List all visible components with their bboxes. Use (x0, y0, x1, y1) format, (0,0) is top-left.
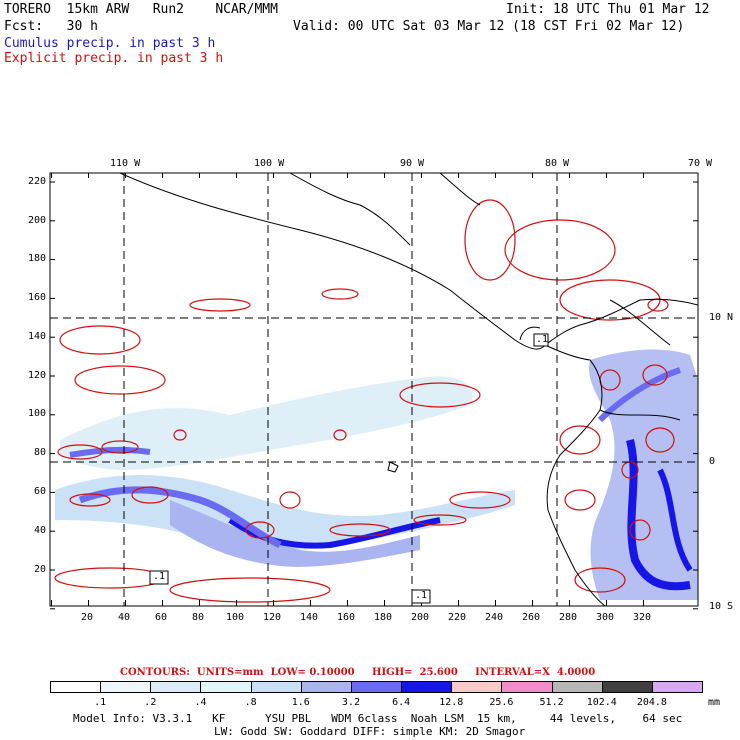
colorbar-label: 204.8 (636, 697, 667, 708)
colorbar-cell (300, 681, 352, 693)
x-tick-60: 60 (155, 612, 168, 623)
init-time: Init: 18 UTC Thu 01 Mar 12 (506, 2, 710, 17)
lat-label-10s: 10 S (709, 601, 734, 612)
y-tick-200: 200 (28, 215, 47, 226)
colorbar-label: .2 (144, 697, 157, 708)
box-label-3: .1 (536, 334, 549, 345)
label-box-2 (411, 589, 431, 604)
model-info-line1: Model Info: V3.3.1 KF YSU PBL WDM 6class… (73, 712, 683, 725)
precip-south-america (589, 349, 698, 600)
x-tick-40: 40 (118, 612, 131, 623)
colorbar-label: 6.4 (392, 697, 411, 708)
y-tick-60: 60 (34, 486, 47, 497)
lon-label-110w: 110 W (110, 158, 141, 169)
precip-sa-core2 (657, 468, 693, 572)
coastlines (119, 173, 698, 606)
explicit-contours (54, 199, 675, 603)
forecast-hour: Fcst: 30 h (4, 19, 98, 34)
precip-sa-core (626, 439, 691, 591)
y-tick-180: 180 (28, 253, 47, 264)
colorbar-label: 102.4 (586, 697, 617, 708)
x-tick-240: 240 (485, 612, 504, 623)
y-tick-100: 100 (28, 408, 47, 419)
x-tick-200: 200 (411, 612, 430, 623)
valid-time: Valid: 00 UTC Sat 03 Mar 12 (18 CST Fri … (293, 19, 685, 34)
precip-field (54, 173, 698, 606)
colorbar-cell (501, 681, 553, 693)
box-label-1: .1 (153, 571, 166, 582)
x-tick-120: 120 (263, 612, 282, 623)
lat-lon-grid (50, 173, 698, 606)
colorbar-cell (50, 681, 102, 693)
colorbar-label: 12.8 (439, 697, 464, 708)
precip-core-mid (78, 486, 282, 549)
y-tick-120: 120 (28, 370, 47, 381)
colorbar-cell (100, 681, 152, 693)
colorbar-label: 1.6 (291, 697, 310, 708)
box-label-2: .1 (415, 590, 428, 601)
y-tick-80: 80 (34, 447, 47, 458)
contours-info: CONTOURS: UNITS=mm LOW= 0.10000 HIGH= 25… (120, 667, 596, 678)
axis-ticks (50, 173, 698, 610)
lat-label-0: 0 (709, 456, 716, 467)
y-tick-40: 40 (34, 525, 47, 536)
x-tick-280: 280 (559, 612, 578, 623)
x-tick-180: 180 (374, 612, 393, 623)
x-tick-100: 100 (226, 612, 245, 623)
colorbar-unit: mm (708, 697, 721, 708)
x-tick-220: 220 (448, 612, 467, 623)
y-tick-140: 140 (28, 331, 47, 342)
x-tick-20: 20 (81, 612, 94, 623)
y-tick-220: 220 (28, 176, 47, 187)
legend-cumulus: Cumulus precip. in past 3 h (4, 36, 216, 51)
colorbar-cell (200, 681, 252, 693)
precip-band-south (170, 500, 420, 567)
x-tick-320: 320 (633, 612, 652, 623)
lon-label-80w: 80 W (545, 158, 570, 169)
label-box-3 (533, 333, 549, 347)
colorbar-cell (551, 681, 603, 693)
colorbar-label: .4 (194, 697, 207, 708)
precip-sa-core3 (597, 367, 681, 423)
legend-explicit: Explicit precip. in past 3 h (4, 51, 224, 66)
lon-label-90w: 90 W (400, 158, 425, 169)
lon-label-70w: 70 W (688, 158, 713, 169)
colorbar-cell (250, 681, 302, 693)
colorbar-cell (451, 681, 503, 693)
x-tick-140: 140 (300, 612, 319, 623)
map-border (49, 172, 699, 607)
model-info-line2: LW: Godd SW: Goddard DIFF: simple KM: 2D… (214, 725, 526, 738)
colorbar-label: .8 (244, 697, 257, 708)
x-tick-300: 300 (596, 612, 615, 623)
x-tick-260: 260 (522, 612, 541, 623)
x-tick-80: 80 (192, 612, 205, 623)
model-title: TORERO 15km ARW Run2 NCAR/MMM (4, 2, 278, 17)
label-box-1 (149, 570, 169, 585)
precip-band-west (60, 376, 473, 470)
lat-label-10n: 10 N (709, 312, 734, 323)
colorbar-label: 25.6 (489, 697, 514, 708)
colorbar-cell (651, 681, 703, 693)
colorbar-cell (150, 681, 202, 693)
colorbar-cell (350, 681, 403, 693)
lon-label-100w: 100 W (254, 158, 285, 169)
x-tick-160: 160 (337, 612, 356, 623)
colorbar-label: 51.2 (539, 697, 564, 708)
colorbar-label: 3.2 (341, 697, 360, 708)
y-tick-20: 20 (34, 564, 47, 575)
colorbar-cell (401, 681, 453, 693)
y-tick-160: 160 (28, 292, 47, 303)
colorbar-label: .1 (94, 697, 107, 708)
colorbar-cell (601, 681, 653, 693)
precip-core-west (69, 446, 151, 458)
